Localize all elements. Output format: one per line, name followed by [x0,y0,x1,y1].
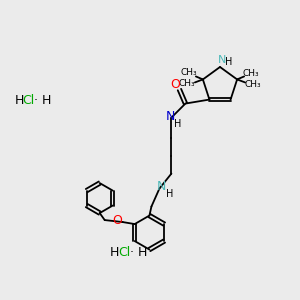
Text: Cl: Cl [22,94,34,106]
Text: H: H [15,94,24,106]
Text: N: N [218,55,226,65]
Text: H: H [166,189,173,199]
Text: O: O [112,214,122,226]
Text: CH₃: CH₃ [181,68,197,77]
Text: CH₃: CH₃ [245,80,261,89]
Text: · H: · H [34,94,51,106]
Text: O: O [170,78,180,91]
Text: N: N [157,180,166,193]
Text: Cl: Cl [118,245,130,259]
Text: H: H [174,118,181,129]
Text: · H: · H [130,245,147,259]
Text: H: H [110,245,119,259]
Text: CH₃: CH₃ [243,69,260,78]
Text: N: N [166,110,175,123]
Text: H: H [225,57,233,67]
Text: CH₃: CH₃ [178,79,195,88]
